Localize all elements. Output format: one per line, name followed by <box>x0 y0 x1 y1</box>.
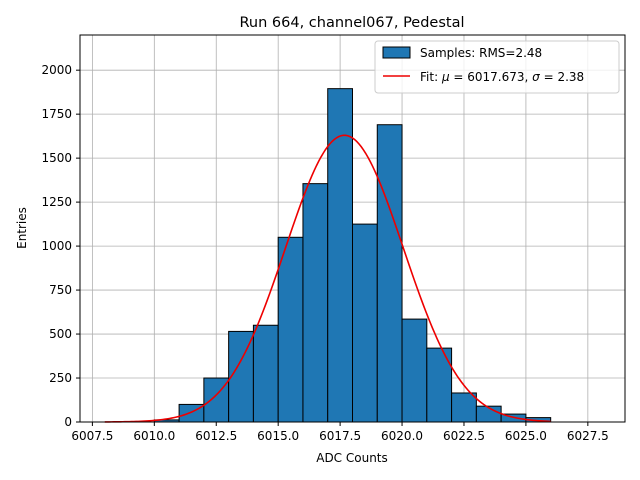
y-axis-label: Entries <box>15 207 29 249</box>
y-tick-label: 250 <box>49 371 72 385</box>
x-tick-label: 6010.0 <box>133 429 175 443</box>
plot-frame <box>79 34 626 423</box>
legend-box <box>374 40 620 94</box>
legend: Samples: RMS=2.48 Fit: μ = 6017.673, σ =… <box>374 40 620 94</box>
x-tick-label: 6025.0 <box>505 429 547 443</box>
legend-label-fit: Fit: μ = 6017.673, σ = 2.38 <box>420 70 584 84</box>
histogram-bar <box>401 318 428 423</box>
histogram-bar <box>228 330 254 423</box>
histogram-bar <box>203 377 230 423</box>
x-tick-label: 6007.5 <box>71 429 113 443</box>
histogram-bar <box>327 88 353 423</box>
histogram-bar <box>302 183 329 423</box>
x-axis-ticks: 6007.5 6010.0 6012.5 6015.0 6017.5 6020.0 6022… <box>71 422 609 443</box>
histogram-bar <box>277 236 304 423</box>
y-tick-label: 500 <box>49 327 72 341</box>
x-tick-label: 6027.5 <box>567 429 609 443</box>
x-tick-label: 6020.0 <box>381 429 423 443</box>
y-tick-label: 1000 <box>41 239 72 253</box>
histogram-bar <box>451 392 477 423</box>
x-tick-label: 6015.0 <box>257 429 299 443</box>
x-axis-label: ADC Counts <box>316 451 388 465</box>
x-tick-label: 6017.5 <box>319 429 361 443</box>
y-tick-label: 0 <box>64 415 72 429</box>
histogram-bar <box>376 124 403 423</box>
y-tick-label: 1750 <box>41 107 72 121</box>
legend-label-samples: Samples: RMS=2.48 <box>420 46 542 60</box>
y-tick-label: 750 <box>49 283 72 297</box>
chart-title: Run 664, channel067, Pedestal <box>239 15 464 31</box>
fit-curve <box>104 134 551 423</box>
histogram-bar <box>352 223 378 423</box>
x-tick-label: 6012.5 <box>195 429 237 443</box>
y-tick-label: 1500 <box>41 151 72 165</box>
y-tick-label: 2000 <box>41 63 72 77</box>
legend-swatch-samples <box>382 46 411 59</box>
y-tick-label: 1250 <box>41 195 72 209</box>
y-axis-ticks: 0 250 500 750 1000 1250 1500 1750 2000 <box>41 63 80 429</box>
x-tick-label: 6022.5 <box>443 429 485 443</box>
histogram-bar <box>252 324 279 423</box>
